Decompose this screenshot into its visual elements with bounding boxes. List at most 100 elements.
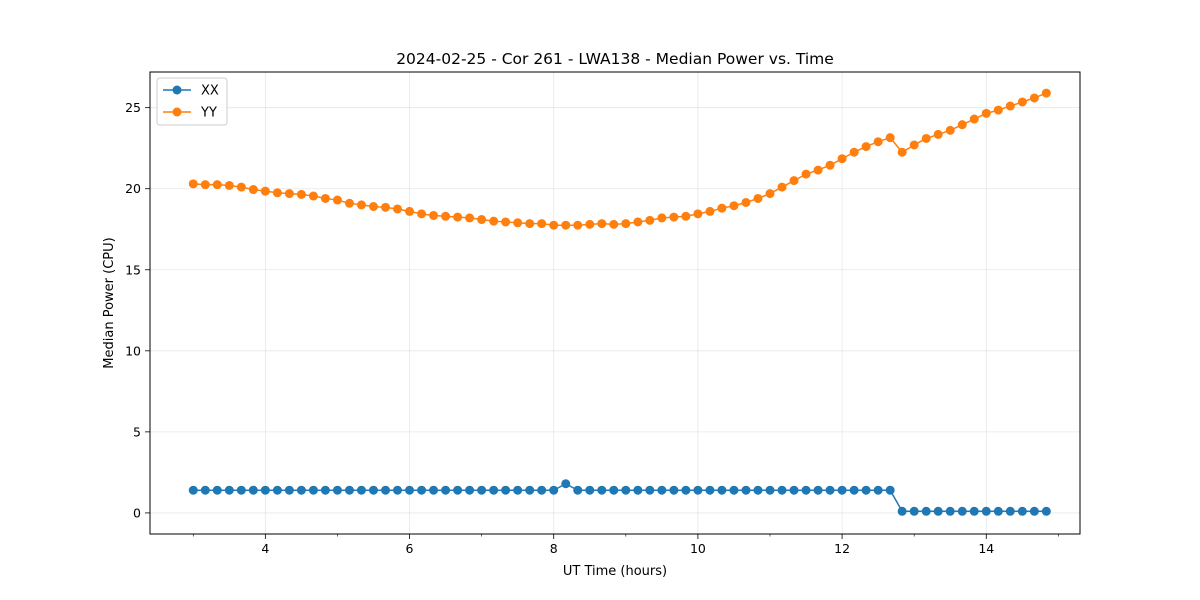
axes: 4 6 8 10 12 14 0 5 10 15 20 25 bbox=[125, 100, 1059, 556]
data-point-yy bbox=[669, 212, 679, 222]
data-point-xx bbox=[801, 485, 811, 495]
data-point-yy bbox=[344, 198, 354, 208]
data-point-xx bbox=[585, 485, 595, 495]
data-point-yy bbox=[188, 179, 198, 189]
data-point-yy bbox=[441, 211, 451, 221]
data-point-xx bbox=[513, 485, 523, 495]
x-tick-label: 10 bbox=[690, 541, 706, 556]
data-point-yy bbox=[381, 202, 391, 212]
data-point-xx bbox=[417, 485, 427, 495]
data-point-yy bbox=[993, 105, 1003, 115]
data-point-yy bbox=[453, 212, 463, 222]
data-point-yy bbox=[200, 180, 210, 190]
data-point-yy bbox=[284, 189, 294, 199]
data-point-xx bbox=[657, 485, 667, 495]
data-point-xx bbox=[465, 485, 475, 495]
data-point-xx bbox=[501, 485, 511, 495]
y-axis-label: Median Power (CPU) bbox=[102, 237, 117, 368]
data-point-xx bbox=[621, 485, 631, 495]
data-point-yy bbox=[260, 186, 270, 196]
data-point-yy bbox=[717, 203, 727, 213]
data-point-xx bbox=[633, 485, 643, 495]
data-point-xx bbox=[1029, 506, 1039, 516]
data-point-xx bbox=[296, 485, 306, 495]
data-point-xx bbox=[933, 506, 943, 516]
data-point-yy bbox=[513, 218, 523, 228]
data-point-xx bbox=[441, 485, 451, 495]
data-point-yy bbox=[789, 176, 799, 186]
data-point-xx bbox=[849, 485, 859, 495]
data-point-yy bbox=[837, 154, 847, 164]
data-point-xx bbox=[188, 485, 198, 495]
data-point-xx bbox=[873, 485, 883, 495]
data-point-xx bbox=[669, 485, 679, 495]
series-layer bbox=[188, 88, 1051, 516]
data-point-xx bbox=[993, 506, 1003, 516]
data-point-yy bbox=[465, 213, 475, 223]
data-point-yy bbox=[549, 220, 559, 230]
data-point-yy bbox=[681, 211, 691, 221]
data-point-xx bbox=[332, 485, 342, 495]
data-point-yy bbox=[501, 217, 511, 227]
data-point-yy bbox=[272, 188, 282, 198]
data-point-xx bbox=[356, 485, 366, 495]
data-point-xx bbox=[681, 485, 691, 495]
data-point-yy bbox=[573, 220, 583, 230]
data-point-xx bbox=[945, 506, 955, 516]
data-point-yy bbox=[356, 200, 366, 210]
data-point-yy bbox=[417, 209, 427, 219]
legend-label-yy: YY bbox=[200, 106, 217, 121]
data-point-yy bbox=[897, 147, 907, 157]
data-point-yy bbox=[657, 213, 667, 223]
data-point-yy bbox=[741, 197, 751, 207]
data-point-yy bbox=[597, 219, 607, 229]
data-point-yy bbox=[777, 182, 787, 192]
data-point-yy bbox=[645, 215, 655, 225]
data-point-yy bbox=[236, 182, 246, 192]
data-point-yy bbox=[921, 133, 931, 143]
data-point-yy bbox=[332, 195, 342, 205]
data-point-xx bbox=[320, 485, 330, 495]
x-tick-label: 12 bbox=[834, 541, 850, 556]
data-point-yy bbox=[296, 189, 306, 199]
data-point-xx bbox=[897, 506, 907, 516]
data-point-yy bbox=[429, 210, 439, 220]
data-point-yy bbox=[693, 209, 703, 219]
data-point-xx bbox=[236, 485, 246, 495]
data-point-xx bbox=[453, 485, 463, 495]
y-tick-label: 10 bbox=[125, 343, 141, 358]
data-point-xx bbox=[344, 485, 354, 495]
data-point-xx bbox=[645, 485, 655, 495]
data-point-yy bbox=[861, 142, 871, 152]
data-point-yy bbox=[585, 219, 595, 229]
x-tick-label: 8 bbox=[550, 541, 558, 556]
data-point-yy bbox=[633, 217, 643, 227]
data-point-yy bbox=[393, 204, 402, 214]
data-point-yy bbox=[561, 220, 571, 230]
data-point-xx bbox=[837, 485, 847, 495]
data-point-xx bbox=[705, 485, 715, 495]
data-point-xx bbox=[368, 485, 378, 495]
data-point-yy bbox=[1041, 88, 1051, 98]
plot-frame bbox=[149, 71, 1081, 535]
y-tick-label: 15 bbox=[125, 262, 141, 277]
data-point-yy bbox=[969, 114, 979, 124]
x-tick-label: 6 bbox=[406, 541, 414, 556]
data-point-xx bbox=[693, 485, 703, 495]
x-axis-label: UT Time (hours) bbox=[563, 564, 667, 579]
data-point-xx bbox=[741, 485, 751, 495]
data-point-xx bbox=[609, 485, 619, 495]
data-point-xx bbox=[525, 485, 535, 495]
data-point-xx bbox=[284, 485, 294, 495]
data-point-yy bbox=[753, 193, 763, 203]
data-point-yy bbox=[212, 180, 222, 190]
y-tick-label: 25 bbox=[125, 100, 141, 115]
data-point-yy bbox=[320, 193, 330, 203]
data-point-yy bbox=[489, 216, 499, 226]
legend: XX YY bbox=[156, 77, 228, 126]
data-point-xx bbox=[777, 485, 787, 495]
x-tick-label: 14 bbox=[978, 541, 994, 556]
data-point-yy bbox=[825, 160, 835, 170]
data-point-yy bbox=[525, 219, 535, 229]
data-point-yy bbox=[1029, 93, 1039, 103]
